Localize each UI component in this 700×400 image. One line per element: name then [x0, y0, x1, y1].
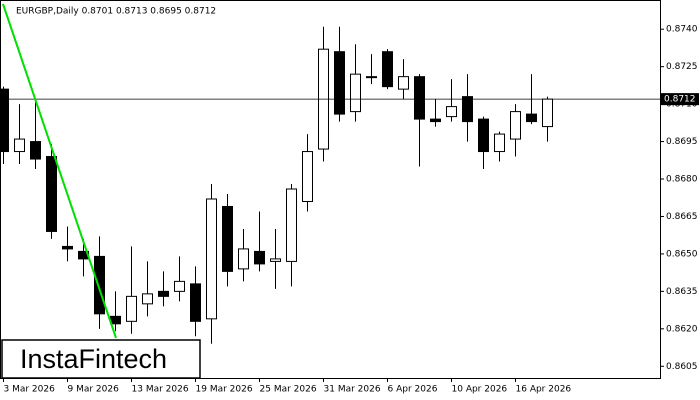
candle-body: [286, 188, 297, 262]
candle-body: [126, 295, 137, 322]
candle-body: [174, 280, 185, 292]
current-price-box: [661, 93, 699, 106]
candle-body: [14, 138, 25, 153]
y-tick-label: 0.8620: [666, 324, 698, 334]
candle-body: [510, 111, 521, 140]
x-tick-label: 16 Apr 2026: [516, 385, 572, 395]
candle-body: [94, 255, 105, 315]
candle-body: [366, 76, 377, 79]
plot-frame: [0, 0, 661, 379]
candle-body: [414, 76, 425, 120]
x-tick-label: 13 Mar 2026: [132, 385, 189, 395]
candle-body: [30, 141, 41, 160]
candle-body: [46, 156, 57, 232]
candle-body: [398, 76, 409, 90]
candle-body: [382, 51, 393, 88]
x-tick-label: 10 Apr 2026: [452, 385, 508, 395]
candle-body: [446, 106, 457, 118]
logo-box: [1, 339, 201, 379]
y-tick-label: 0.8740: [666, 25, 698, 35]
y-tick-label: 0.8665: [666, 212, 698, 222]
candle-body: [142, 293, 153, 305]
x-tick-label: 6 Apr 2026: [388, 385, 438, 395]
candle-body: [110, 315, 121, 325]
candle-body: [238, 248, 249, 270]
current-price-label: 0.8712: [664, 95, 696, 105]
y-tick-label: 0.8680: [666, 175, 698, 185]
y-tick-label: 0.8605: [666, 362, 698, 372]
candle-body: [62, 245, 73, 250]
x-tick-label: 25 Mar 2026: [260, 385, 317, 395]
x-tick-label: 19 Mar 2026: [196, 385, 253, 395]
candle-body: [190, 283, 201, 322]
x-tick-label: 31 Mar 2026: [324, 385, 381, 395]
candle-body: [430, 118, 441, 123]
candle-body: [542, 98, 553, 128]
y-tick-label: 0.8635: [666, 287, 698, 297]
x-tick-label: 9 Mar 2026: [68, 385, 120, 395]
candle-body: [158, 290, 169, 297]
candle-body: [350, 73, 361, 113]
candle-body: [254, 250, 265, 265]
candle-body: [478, 118, 489, 153]
chart-title: EURGBP,Daily 0.8701 0.8713 0.8695 0.8712: [16, 7, 216, 17]
candle-body: [334, 51, 345, 115]
candle-body: [302, 151, 313, 202]
pattern-line: [2, 3, 117, 339]
candle-body: [494, 133, 505, 153]
candle-body: [270, 258, 281, 262]
candle-body: [0, 88, 9, 153]
logo: InstaFintech: [20, 344, 167, 374]
x-tick-label: 3 Mar 2026: [4, 385, 56, 395]
candle-body: [206, 198, 217, 320]
y-tick-label: 0.8650: [666, 249, 698, 259]
candle-body: [462, 96, 473, 123]
candle-body: [222, 205, 233, 272]
y-tick-label: 0.8695: [666, 137, 698, 147]
candle-body: [526, 113, 537, 123]
y-tick-label: 0.8725: [666, 62, 698, 72]
